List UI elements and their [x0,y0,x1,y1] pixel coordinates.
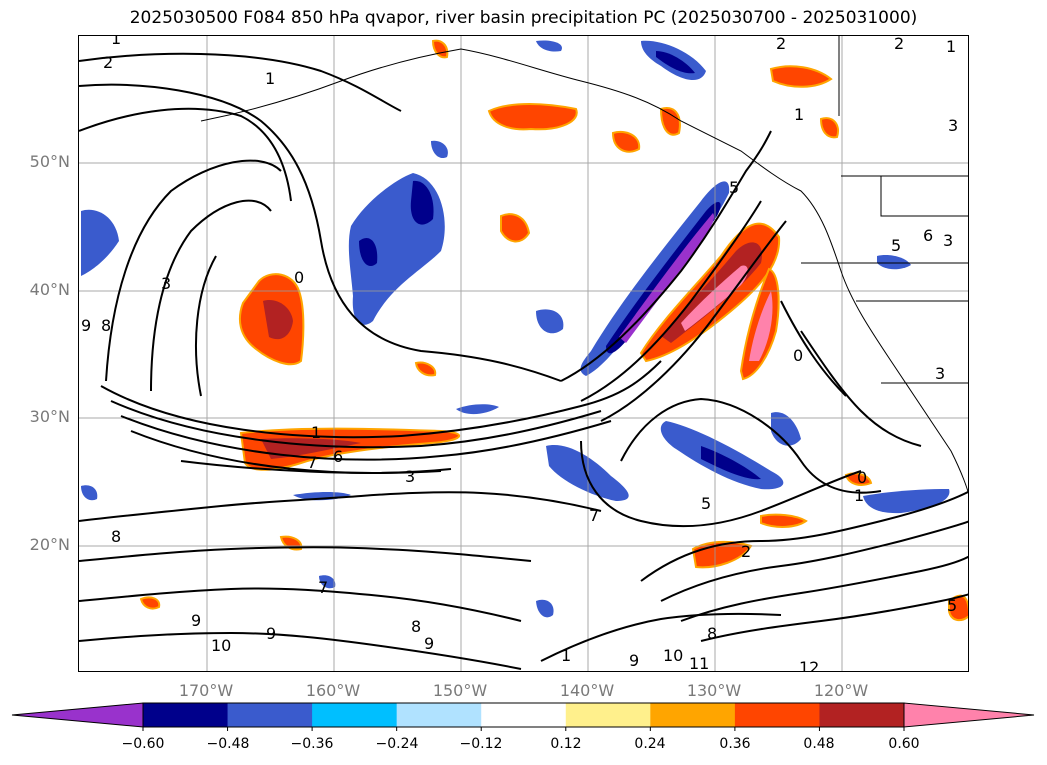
colorbar-tick-label: 0.36 [719,736,751,752]
colorbar-tick-label: −0.48 [206,736,250,752]
colorbar-segment [481,703,567,727]
contour-label: 5 [947,596,957,615]
contour-label: 1 [946,37,956,56]
contour-label: 7 [589,506,599,525]
contour-label: 10 [211,636,231,655]
colorbar-segments [11,702,1035,728]
contour-label: 1 [111,36,121,48]
lat-label-40n: 40°N [29,280,70,299]
lon-label-150w: 150°W [432,681,488,700]
contour-label: 3 [935,364,945,383]
contour-labels: 1 2 2 1 3 3 2 9 8 1 0 3 1 7 6 5 9 8 8 9 … [81,36,958,672]
contour-label: 8 [411,617,421,636]
contour-label: 3 [943,231,953,250]
contour-label: 0 [857,468,867,487]
contour-label: 1 [854,486,864,505]
contour-label: 7 [307,453,317,472]
contour-label: 8 [111,527,121,546]
colorbar-tick-label: 0.24 [634,736,666,752]
colorbar-tick-label: 0.48 [803,736,835,752]
colorbar-tick-label: −0.24 [375,736,419,752]
contour-label: 2 [741,542,751,561]
coastlines [200,36,968,494]
contour-label: 9 [81,316,91,335]
lon-label-140w: 140°W [559,681,615,700]
contour-label: 1 [265,69,275,88]
colorbar-segment [227,703,313,727]
qvapor-contours [79,52,968,670]
colorbar-tick-label: 0.60 [888,736,920,752]
precip-pc-fill [81,39,968,622]
contour-label: 3 [948,116,958,135]
contour-label: 1 [311,423,321,442]
contour-label: 10 [663,646,683,665]
colorbar-outline [142,702,905,728]
contour-label: 0 [294,268,304,287]
colorbar-extend-max [903,702,1035,728]
colorbar-segment [565,703,651,727]
contour-label: 9 [629,651,639,670]
graticule [79,36,968,671]
contour-label: 2 [776,36,786,53]
lon-label-120w: 120°W [813,681,869,700]
contour-label: 6 [923,226,933,245]
colorbar-segment [650,703,736,727]
colorbar-segment [734,703,820,727]
lon-label-170w: 170°W [178,681,234,700]
contour-label: 5 [729,178,739,197]
contour-label: 7 [318,578,328,597]
colorbar-tick-label: 0.12 [550,736,582,752]
contour-label: 0 [793,346,803,365]
contour-label: 2 [894,36,904,53]
lat-label-50n: 50°N [29,152,70,171]
colorbar-segment [143,703,229,727]
lon-label-160w: 160°W [305,681,361,700]
contour-label: 8 [101,316,111,335]
contour-label: 1 [794,105,804,124]
map-canvas: 1 2 2 1 3 3 2 9 8 1 0 3 1 7 6 5 9 8 8 9 … [79,36,968,672]
contour-label: 9 [266,624,276,643]
colorbar-extend-min [11,702,144,728]
contour-label: 3 [405,467,415,486]
contour-label: 2 [103,53,113,72]
contour-label: 3 [161,274,171,293]
lat-label-20n: 20°N [29,535,70,554]
contour-label: 8 [707,624,717,643]
lat-label-30n: 30°N [29,407,70,426]
colorbar-segment [819,703,905,727]
colorbar-segment [312,703,398,727]
colorbar-tick-label: −0.36 [290,736,334,752]
contour-label: 9 [424,634,434,653]
contour-label: 5 [701,494,711,513]
colorbar-tick-label: −0.60 [121,736,165,752]
contour-label: 6 [333,447,343,466]
contour-label: 11 [689,654,709,672]
contour-label: 5 [891,236,901,255]
colorbar-tick-label: −0.12 [459,736,503,752]
contour-label: 1 [561,646,571,665]
colorbar-segment [396,703,482,727]
contour-label: 12 [799,658,819,672]
lon-label-130w: 130°W [686,681,742,700]
contour-label: 9 [191,611,201,630]
figure-title: 2025030500 F084 850 hPa qvapor, river ba… [129,8,918,28]
map-panel: 1 2 2 1 3 3 2 9 8 1 0 3 1 7 6 5 9 8 8 9 … [78,35,969,672]
